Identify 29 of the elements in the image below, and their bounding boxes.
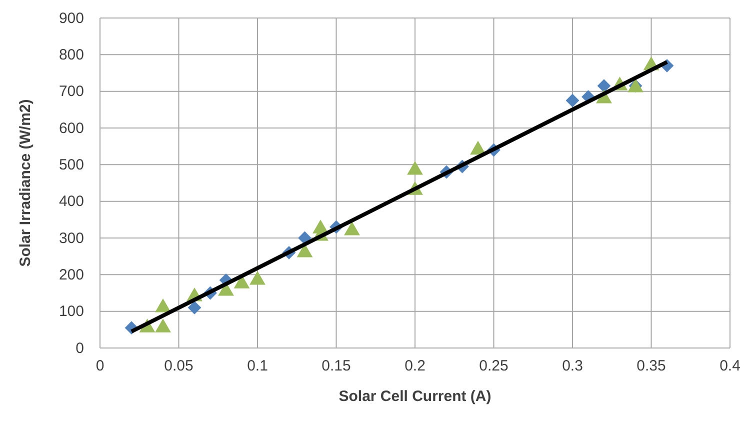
x-tick-label: 0 [96,358,104,375]
x-tick-label: 0.4 [720,358,740,375]
point [344,221,360,236]
x-tick-label: 0.2 [404,358,426,375]
x-tick-label: 0.35 [636,358,666,375]
y-tick-label: 500 [58,156,84,174]
x-tick-label: 0.3 [562,358,583,375]
point [566,94,580,108]
y-tick-label: 700 [58,83,84,100]
x-tick-label: 0.05 [164,358,194,375]
y-tick-label: 800 [58,46,84,64]
y-tick-label: 0 [76,340,84,357]
x-tick-label: 0.15 [322,358,351,375]
y-axis-title: Solar Irradiance (W/m2) [17,99,34,267]
point [250,270,266,285]
y-tick-label: 100 [58,303,84,320]
y-tick-label: 200 [58,266,84,284]
point [155,298,171,312]
point [155,318,171,332]
y-tick-label: 400 [58,193,84,210]
y-tick-label: 900 [58,10,84,27]
point [407,160,423,175]
x-tick-label: 0.1 [247,358,268,375]
point [597,79,611,93]
x-tick-label: 0.25 [479,358,508,375]
y-tick-label: 300 [58,230,84,247]
y-tick-label: 600 [58,120,84,137]
point [312,220,328,234]
x-axis-title: Solar Cell Current (A) [338,388,492,405]
